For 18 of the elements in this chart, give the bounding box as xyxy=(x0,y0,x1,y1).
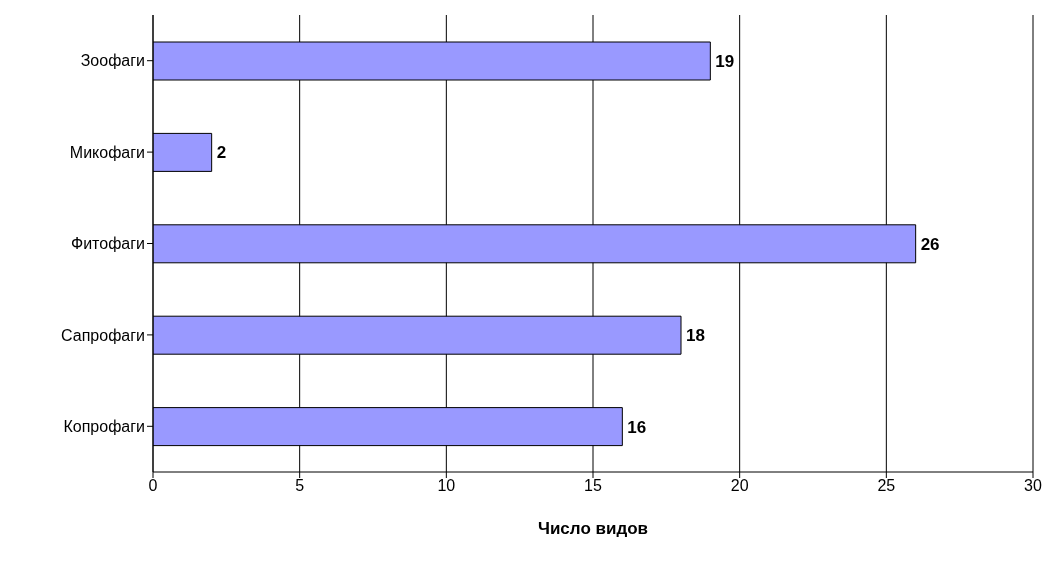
y-tick-label: Сапрофаги xyxy=(61,326,145,344)
x-tick-label: 5 xyxy=(295,477,305,495)
y-tick-label: Микофаги xyxy=(69,143,145,161)
data-label: 19 xyxy=(715,52,735,72)
y-tick-label: Копрофаги xyxy=(63,417,145,435)
data-label: 18 xyxy=(686,326,705,346)
data-label: 16 xyxy=(627,417,647,437)
x-tick-label: 10 xyxy=(437,477,456,495)
x-tick-label: 20 xyxy=(730,477,749,495)
y-tick-label: Фитофаги xyxy=(71,235,145,253)
x-axis-title: Число видов xyxy=(537,519,649,538)
data-label: 2 xyxy=(216,143,227,163)
x-tick-label: 30 xyxy=(1024,477,1042,495)
data-label: 26 xyxy=(920,234,940,254)
x-tick-label: 0 xyxy=(148,477,158,495)
y-tick-label: Зоофаги xyxy=(80,52,145,70)
x-tick-label: 25 xyxy=(877,477,896,495)
x-tick-label: 15 xyxy=(584,477,602,495)
